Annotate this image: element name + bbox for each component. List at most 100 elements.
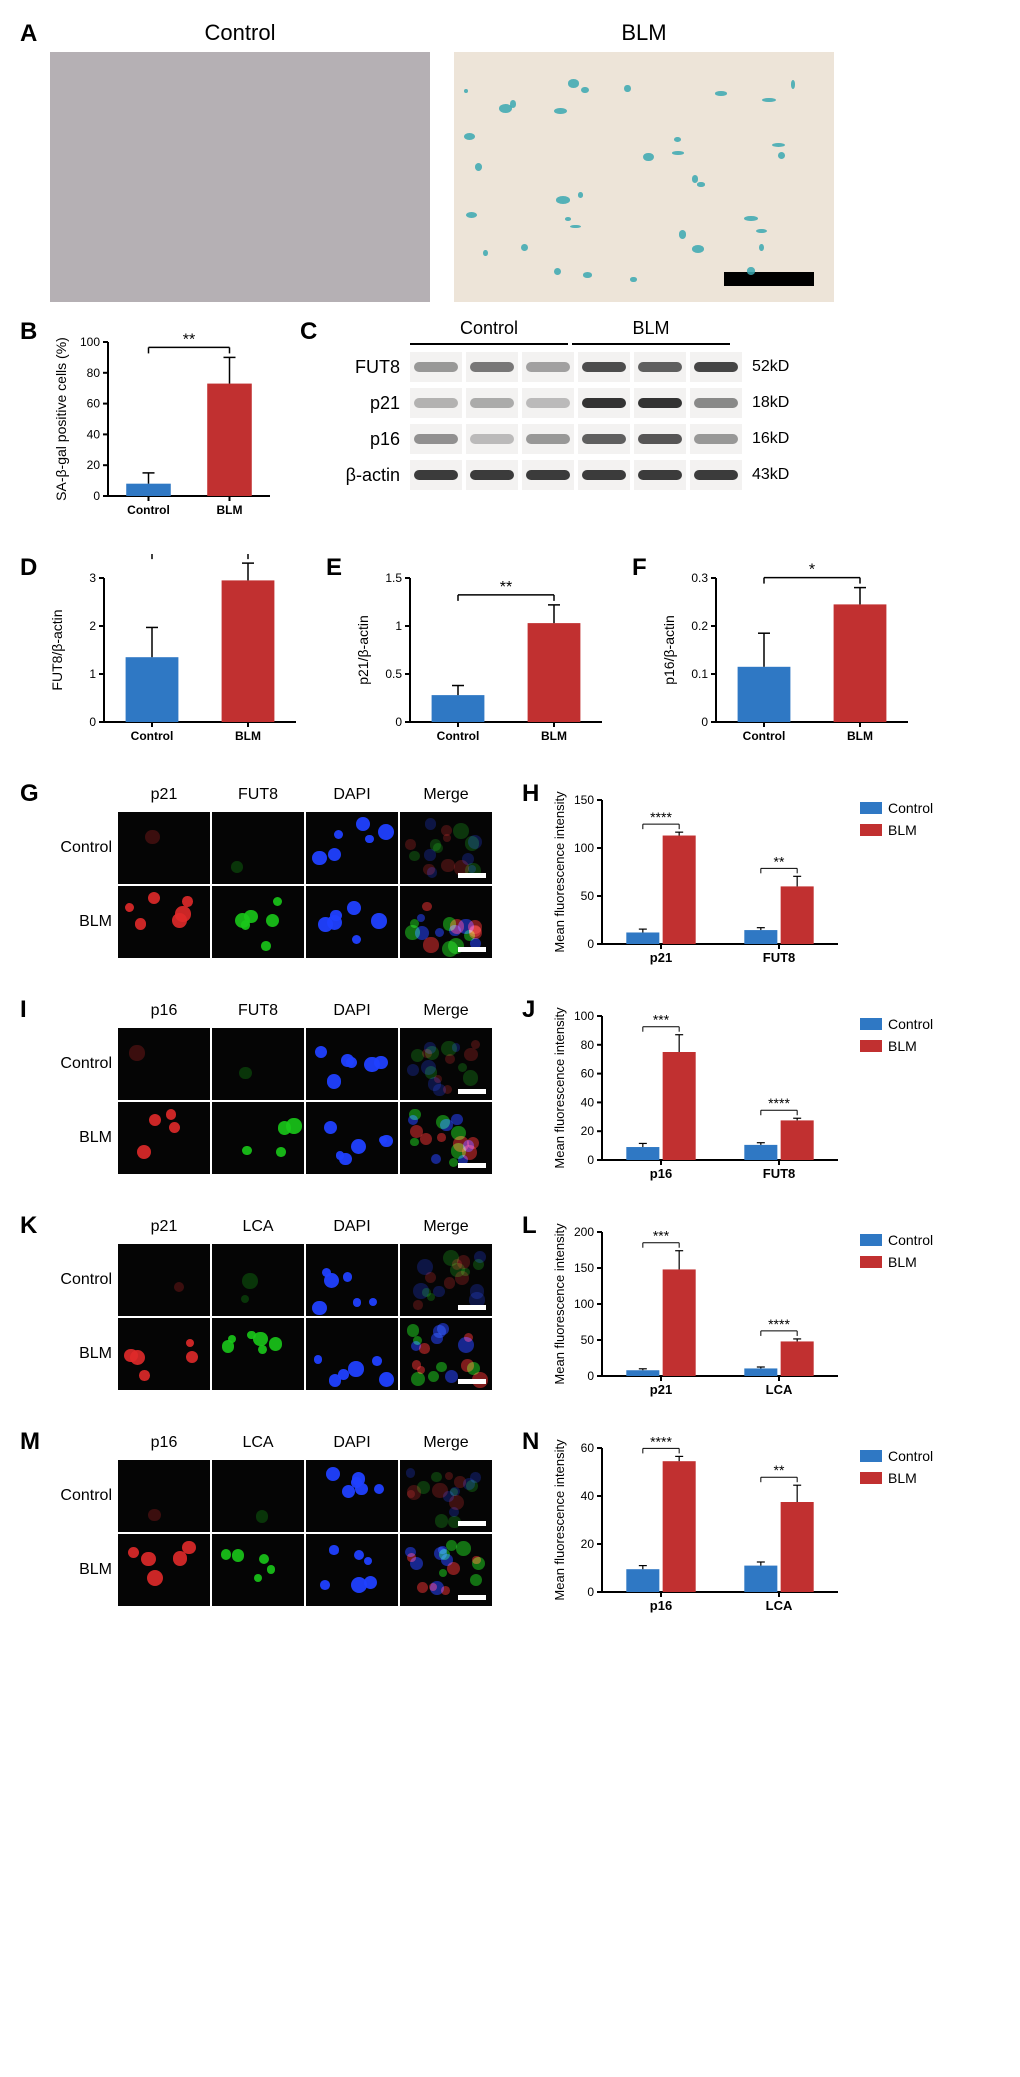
- blot-band-icon: [582, 470, 626, 480]
- if-cell: [306, 1244, 398, 1316]
- panel-A-blm-image: [454, 52, 834, 302]
- svg-text:BLM: BLM: [847, 729, 873, 743]
- blot-lane: [410, 352, 462, 382]
- blot-lane: [634, 352, 686, 382]
- svg-text:Control: Control: [127, 503, 170, 517]
- if-row-label: Control: [46, 1055, 116, 1073]
- svg-text:Mean fluorescence intensity: Mean fluorescence intensity: [552, 1439, 567, 1601]
- fluorescent-nucleus-icon: [436, 1362, 446, 1372]
- fluorescent-nucleus-icon: [147, 1570, 163, 1586]
- if-header: p21: [118, 786, 210, 804]
- panel-K-label: K: [20, 1212, 46, 1240]
- svg-text:100: 100: [574, 1297, 594, 1311]
- blot-lane: [690, 388, 742, 418]
- blot-band-icon: [694, 398, 738, 408]
- panel-L-label: L: [522, 1212, 548, 1240]
- panel-BC-row: B 020406080100ControlBLM**SA-β-gal posit…: [20, 318, 1000, 538]
- scalebar-icon: [458, 1305, 486, 1310]
- blot-lane: [410, 460, 462, 490]
- legend-swatch-icon: [860, 1234, 882, 1246]
- fluorescent-nucleus-icon: [342, 1485, 355, 1498]
- fluorescent-nucleus-icon: [314, 1355, 322, 1363]
- svg-text:40: 40: [581, 1489, 595, 1503]
- if-header: p21: [118, 1218, 210, 1236]
- legend-label: Control: [888, 1448, 933, 1464]
- if-header: p16: [118, 1002, 210, 1020]
- if-header: Merge: [400, 1434, 492, 1452]
- fluorescent-nucleus-icon: [472, 1557, 485, 1570]
- fluorescent-nucleus-icon: [433, 843, 443, 853]
- if-cell: [400, 1460, 492, 1532]
- fluorescent-nucleus-icon: [439, 1569, 447, 1577]
- svg-text:p21: p21: [650, 1382, 672, 1397]
- blot-group-blm: BLM: [570, 318, 732, 339]
- fluorescent-nucleus-icon: [452, 1043, 461, 1052]
- fluorescent-nucleus-icon: [442, 941, 458, 957]
- fluorescent-nucleus-icon: [449, 1158, 458, 1167]
- svg-text:20: 20: [581, 1124, 595, 1138]
- fluorescent-nucleus-icon: [241, 920, 250, 929]
- senescent-cell-icon: [570, 225, 581, 229]
- figure: A Control BLM B 020406080100ControlBLM**…: [20, 20, 1000, 1628]
- fluorescent-nucleus-icon: [421, 1060, 436, 1075]
- fluorescent-nucleus-icon: [410, 1138, 418, 1146]
- fluorescent-nucleus-icon: [441, 1554, 453, 1566]
- blot-band-icon: [470, 362, 514, 372]
- senescent-cell-icon: [521, 244, 528, 251]
- fluorescent-nucleus-icon: [266, 914, 279, 927]
- blot-band-icon: [694, 470, 738, 480]
- fluorescent-nucleus-icon: [242, 1273, 257, 1288]
- svg-text:100: 100: [574, 1009, 594, 1023]
- if-cell: [400, 1534, 492, 1606]
- svg-text:SA-β-gal positive cells (%): SA-β-gal positive cells (%): [53, 337, 69, 501]
- fluorescent-nucleus-icon: [259, 1554, 269, 1564]
- blot-lane: [522, 460, 574, 490]
- blot-band-icon: [694, 434, 738, 444]
- svg-text:200: 200: [574, 1225, 594, 1239]
- fluorescent-nucleus-icon: [356, 817, 370, 831]
- fluorescent-nucleus-icon: [139, 1370, 149, 1380]
- fluorescent-nucleus-icon: [405, 1547, 415, 1557]
- svg-text:80: 80: [581, 1038, 595, 1052]
- svg-text:2: 2: [89, 619, 96, 633]
- svg-text:Control: Control: [437, 729, 480, 743]
- blot-label: β-actin: [330, 465, 400, 486]
- blot-lane: [634, 388, 686, 418]
- panel-M-row: Mp16LCADAPIMergeControlBLMN0204060****p1…: [20, 1428, 1000, 1628]
- if-cell: [212, 1244, 304, 1316]
- fluorescent-nucleus-icon: [413, 1300, 423, 1310]
- scalebar-icon: [458, 1379, 486, 1384]
- senescent-cell-icon: [759, 244, 764, 251]
- panel-A-label: A: [20, 20, 50, 48]
- senescent-cell-icon: [466, 212, 477, 218]
- blot-band-icon: [414, 470, 458, 480]
- fluorescent-nucleus-icon: [443, 1250, 459, 1266]
- blot-band-icon: [526, 398, 570, 408]
- senescent-cell-icon: [643, 153, 654, 162]
- fluorescent-nucleus-icon: [124, 1349, 138, 1363]
- panel-M-label: M: [20, 1428, 46, 1456]
- fluorescent-nucleus-icon: [470, 1284, 485, 1299]
- blot-lane: [634, 424, 686, 454]
- fluorescent-nucleus-icon: [435, 1514, 449, 1528]
- fluorescent-nucleus-icon: [228, 1335, 236, 1343]
- svg-text:LCA: LCA: [766, 1382, 793, 1397]
- blot-band-icon: [582, 362, 626, 372]
- blot-band-icon: [638, 470, 682, 480]
- senescent-cell-icon: [744, 216, 758, 221]
- fluorescent-nucleus-icon: [431, 1154, 442, 1165]
- legend-label: BLM: [888, 1470, 917, 1486]
- blot-band-icon: [414, 362, 458, 372]
- if-cell: [306, 1028, 398, 1100]
- svg-text:0.5: 0.5: [385, 667, 402, 681]
- blot-band-icon: [526, 434, 570, 444]
- blot-label: p16: [330, 429, 400, 450]
- fluorescent-nucleus-icon: [137, 1145, 151, 1159]
- blot-row-FUT8: FUT852kD: [330, 349, 789, 385]
- legend: ControlBLM: [860, 1232, 933, 1276]
- fluorescent-nucleus-icon: [182, 896, 192, 906]
- fluorescent-nucleus-icon: [174, 1282, 184, 1292]
- fluorescent-nucleus-icon: [411, 1372, 425, 1386]
- blot-group-line-2: [572, 343, 730, 345]
- senescent-cell-icon: [568, 79, 579, 87]
